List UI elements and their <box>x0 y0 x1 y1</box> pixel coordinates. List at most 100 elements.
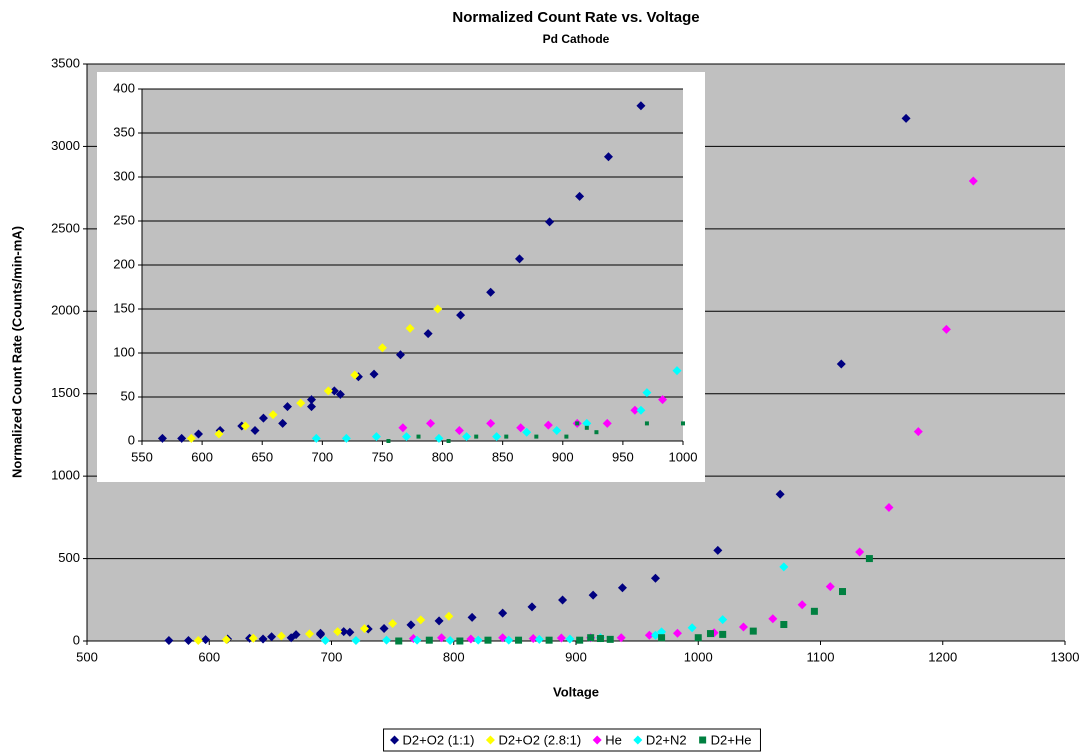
x-tick-label: 500 <box>76 649 98 664</box>
data-point <box>636 405 646 415</box>
x-tick-label: 750 <box>372 449 394 464</box>
legend-marker <box>485 735 495 745</box>
data-point <box>768 614 778 624</box>
series <box>395 555 873 645</box>
data-point <box>425 636 433 644</box>
x-tick-label: 1300 <box>1051 649 1080 664</box>
legend: D2+O2 (1:1) D2+O2 (2.8:1) He D2+N2 D2+He <box>383 728 761 752</box>
data-point <box>486 418 496 428</box>
data-point <box>278 418 288 428</box>
series <box>157 101 646 443</box>
data-point <box>193 636 203 646</box>
x-tick-label: 1100 <box>807 649 835 664</box>
data-point <box>462 432 472 442</box>
data-point <box>534 634 544 644</box>
data-point <box>575 421 580 426</box>
data-point <box>606 635 614 643</box>
data-point <box>492 432 502 442</box>
data-point <box>941 324 951 334</box>
data-point <box>884 502 894 512</box>
data-point <box>240 421 250 431</box>
data-point <box>565 634 575 644</box>
series <box>186 304 443 443</box>
data-point <box>775 489 785 499</box>
data-point <box>514 254 524 264</box>
y-tick-label: 150 <box>113 300 135 315</box>
x-tick-label: 600 <box>191 449 213 464</box>
y-tick-label: 0 <box>128 432 135 447</box>
data-point <box>534 434 539 439</box>
data-point <box>248 633 258 643</box>
data-point <box>311 433 321 443</box>
data-point <box>258 634 268 644</box>
y-tick-label: 200 <box>113 256 135 271</box>
x-tick-label: 1000 <box>669 449 698 464</box>
data-point <box>201 635 211 645</box>
data-point <box>360 624 370 634</box>
data-point <box>454 425 464 435</box>
data-point <box>527 602 537 612</box>
data-point <box>320 636 330 646</box>
data-point <box>545 217 555 227</box>
legend-marker <box>633 735 643 745</box>
data-point <box>467 612 477 622</box>
data-point <box>401 432 411 442</box>
data-point <box>258 413 268 423</box>
data-point <box>636 101 646 111</box>
data-point <box>718 615 728 625</box>
data-point <box>379 623 389 633</box>
legend-label: He <box>605 732 622 747</box>
y-axis-label: Normalized Count Rate (Counts/min-mA) <box>9 226 24 478</box>
series <box>311 366 682 443</box>
data-point <box>434 433 444 443</box>
series <box>164 113 911 646</box>
data-point <box>810 607 818 615</box>
data-point <box>839 588 847 596</box>
data-point <box>552 425 562 435</box>
data-point <box>437 633 447 643</box>
legend-box <box>383 728 761 752</box>
data-point <box>642 388 652 398</box>
data-point <box>339 627 349 637</box>
data-point <box>498 608 508 618</box>
data-point <box>386 439 391 443</box>
y-tick-label: 400 <box>113 80 135 95</box>
data-point <box>650 573 660 583</box>
data-point <box>214 429 224 439</box>
data-point <box>779 562 789 572</box>
data-point <box>855 547 865 557</box>
data-point <box>545 636 553 644</box>
data-point <box>913 427 923 437</box>
data-point <box>780 621 788 629</box>
data-point <box>582 418 592 428</box>
data-point <box>177 433 187 443</box>
data-point <box>377 343 387 353</box>
data-point <box>341 433 351 443</box>
chart-subtitle: Pd Cathode <box>543 32 610 46</box>
data-point <box>713 545 723 555</box>
data-point <box>797 600 807 610</box>
data-point <box>515 636 523 644</box>
data-point <box>706 630 714 638</box>
data-point <box>416 434 421 439</box>
data-point <box>351 636 361 646</box>
data-point <box>304 629 314 639</box>
data-point <box>584 425 589 430</box>
data-point <box>250 425 260 435</box>
data-point <box>276 631 286 641</box>
data-point <box>296 398 306 408</box>
legend-marker <box>592 735 602 745</box>
data-point <box>382 635 392 645</box>
data-point <box>315 630 325 640</box>
data-point <box>345 627 355 637</box>
data-point <box>486 287 496 297</box>
y-tick-label: 2000 <box>51 303 80 318</box>
data-point <box>650 630 660 640</box>
y-tick-label: 1500 <box>51 385 80 400</box>
data-point <box>398 423 408 433</box>
y-tick-label: 500 <box>58 550 80 565</box>
y-tick-label: 1000 <box>51 468 80 483</box>
data-point <box>412 635 422 645</box>
data-point <box>307 402 317 412</box>
data-point <box>587 634 595 642</box>
